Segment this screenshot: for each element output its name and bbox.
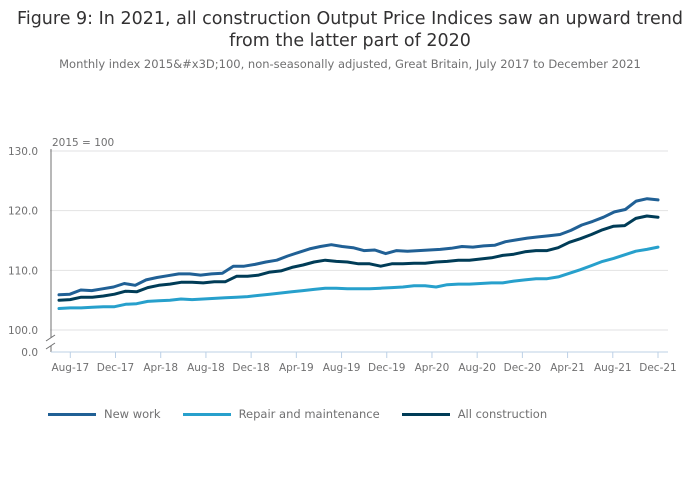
legend-label: Repair and maintenance [238, 407, 380, 421]
gridlines [50, 150, 668, 331]
x-tick-label: Apr-18 [143, 362, 178, 374]
series-line-new-work [57, 197, 660, 297]
chart-title: Figure 9: In 2021, all construction Outp… [17, 9, 683, 51]
x-tick-label: Aug-20 [458, 362, 496, 374]
x-tick-label: Aug-19 [323, 362, 361, 374]
x-tick-label: Aug-17 [51, 362, 89, 374]
x-tick-label: Dec-21 [639, 362, 676, 374]
x-tick-label: Dec-19 [368, 362, 405, 374]
legend-swatch [401, 412, 450, 416]
legend-swatch [182, 412, 231, 416]
axes: 100.0 110.0 120.0 130.0 0.0 Aug-17 Dec-17 Apr-1… [8, 146, 677, 374]
y-tick-label: 100.0 [8, 325, 38, 337]
axis-break-mark [45, 334, 56, 342]
y-tick-label: 0.0 [21, 347, 38, 359]
legend-swatch [48, 412, 96, 416]
x-tick-label: Dec-18 [232, 362, 269, 374]
chart-subtitle: Monthly index 2015&#x3D;100, non-seasona… [59, 57, 641, 71]
x-tick-label: Apr-21 [550, 362, 585, 374]
y-tick-label: 110.0 [8, 265, 38, 277]
x-tick-label: Dec-17 [97, 362, 134, 374]
x-tick-label: Dec-20 [504, 362, 541, 374]
y-tick-label: 130.0 [8, 146, 38, 158]
legend-label: All construction [457, 407, 548, 421]
legend-label: New work [104, 407, 161, 421]
legend-item[interactable]: Repair and maintenance [182, 407, 380, 421]
series-line-all-construction [57, 214, 660, 302]
legend-item[interactable]: All construction [401, 407, 548, 421]
x-tick-label: Apr-19 [279, 362, 314, 374]
x-tick-label: Apr-20 [415, 362, 450, 374]
y-tick-label: 120.0 [8, 206, 38, 218]
series-lines [57, 197, 660, 310]
legend-item[interactable]: New work [48, 407, 161, 421]
axis-break-mark [45, 342, 56, 350]
legend: New work Repair and maintenance All constr… [48, 407, 569, 421]
x-tick-label: Aug-18 [187, 362, 225, 374]
x-tick-label: Aug-21 [594, 362, 632, 374]
unit-label: 2015 = 100 [52, 137, 114, 149]
series-line-repair-and-maintenance [57, 245, 660, 310]
